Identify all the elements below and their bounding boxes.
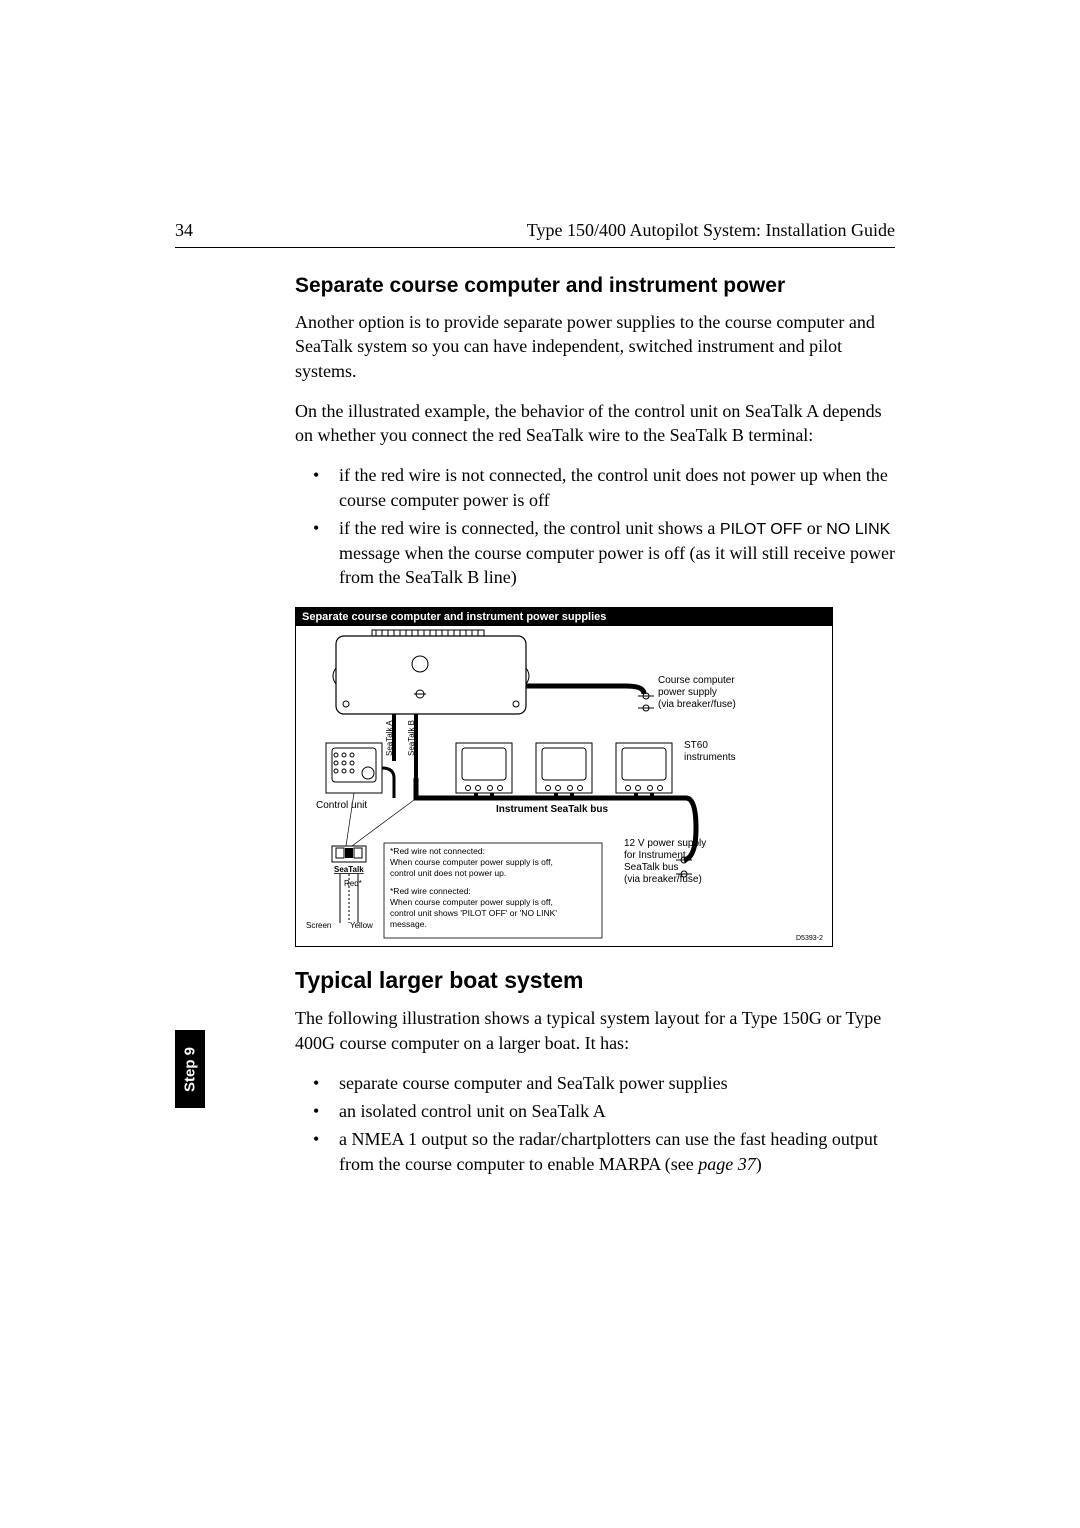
- label: (via breaker/fuse): [658, 699, 736, 710]
- bullet-list: separate course computer and SeaTalk pow…: [313, 1071, 895, 1176]
- note: message.: [390, 919, 427, 929]
- label: Instrument SeaTalk bus: [496, 804, 609, 815]
- label: Control unit: [316, 800, 367, 811]
- bullet-list: if the red wire is not connected, the co…: [313, 463, 895, 589]
- wiring-diagram: Separate course computer and instrument …: [295, 607, 833, 947]
- page-number: 34: [175, 220, 193, 241]
- header-row: 34 Type 150/400 Autopilot System: Instal…: [175, 220, 895, 241]
- label: SeaTalk A: [385, 720, 394, 756]
- list-item: if the red wire is connected, the contro…: [313, 516, 895, 589]
- label: power supply: [658, 687, 717, 698]
- label: for Instrument: [624, 850, 686, 861]
- note: When course computer power supply is off…: [390, 857, 553, 867]
- label: instruments: [684, 752, 736, 763]
- list-item: a NMEA 1 output so the radar/chartplotte…: [313, 1127, 895, 1176]
- label: SeaTalk bus: [624, 862, 678, 873]
- diagram-title: Separate course computer and instrument …: [296, 608, 832, 626]
- label: SeaTalk: [334, 865, 364, 874]
- diagram-ref: D5393-2: [796, 935, 823, 942]
- note: *Red wire connected:: [390, 886, 471, 896]
- diagram-svg: Course computer power supply (via breake…: [296, 628, 832, 946]
- label: Screen: [306, 921, 331, 930]
- label: 12 V power supply: [624, 838, 706, 849]
- label: Yellow: [350, 921, 373, 930]
- header-rule: [175, 247, 895, 248]
- paragraph: The following illustration shows a typic…: [295, 1006, 895, 1055]
- section-heading: Typical larger boat system: [295, 967, 895, 994]
- paragraph: On the illustrated example, the behavior…: [295, 399, 895, 448]
- note: *Red wire not connected:: [390, 846, 485, 856]
- running-head: Type 150/400 Autopilot System: Installat…: [527, 220, 895, 241]
- label: Course computer: [658, 675, 735, 686]
- list-item: an isolated control unit on SeaTalk A: [313, 1099, 895, 1123]
- label: (via breaker/fuse): [624, 874, 702, 885]
- content-block-1: Separate course computer and instrument …: [295, 274, 895, 947]
- content-block-2: The following illustration shows a typic…: [295, 1006, 895, 1176]
- note: When course computer power supply is off…: [390, 897, 553, 907]
- list-item: separate course computer and SeaTalk pow…: [313, 1071, 895, 1095]
- note: control unit shows 'PILOT OFF' or 'NO LI…: [390, 908, 557, 918]
- label: SeaTalk B: [407, 720, 416, 756]
- list-item: if the red wire is not connected, the co…: [313, 463, 895, 512]
- label: ST60: [684, 740, 708, 751]
- step-tab: Step 9: [175, 1030, 205, 1108]
- paragraph: Another option is to provide separate po…: [295, 310, 895, 383]
- page-content: 34 Type 150/400 Autopilot System: Instal…: [175, 220, 895, 1194]
- section-heading: Separate course computer and instrument …: [295, 274, 895, 298]
- label: Red*: [344, 879, 362, 888]
- note: control unit does not power up.: [390, 868, 506, 878]
